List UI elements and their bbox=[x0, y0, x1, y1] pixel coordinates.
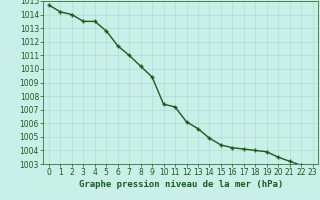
X-axis label: Graphe pression niveau de la mer (hPa): Graphe pression niveau de la mer (hPa) bbox=[79, 180, 283, 189]
